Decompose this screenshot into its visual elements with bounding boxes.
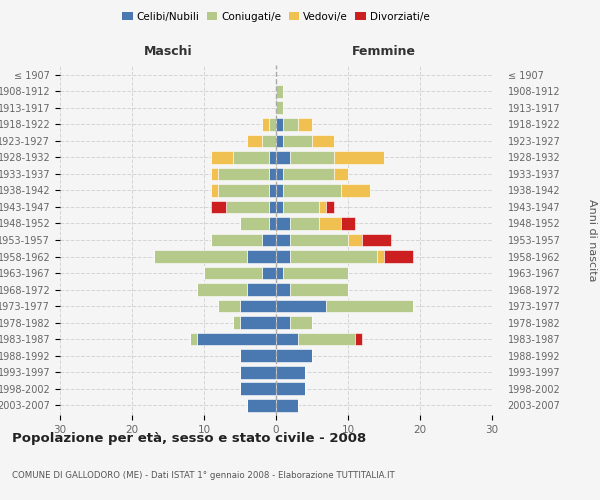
Text: COMUNE DI GALLODORO (ME) - Dati ISTAT 1° gennaio 2008 - Elaborazione TUTTITALIA.: COMUNE DI GALLODORO (ME) - Dati ISTAT 1°… [12, 471, 395, 480]
Bar [276, 266, 283, 280]
Bar [218, 300, 240, 312]
Bar [276, 184, 283, 197]
Bar [384, 250, 413, 263]
Bar [204, 266, 262, 280]
Bar [298, 118, 312, 131]
Bar [283, 134, 312, 147]
Bar [276, 134, 283, 147]
Bar [298, 332, 355, 345]
Bar [240, 382, 276, 395]
Bar [341, 184, 370, 197]
Bar [269, 168, 276, 180]
Bar [211, 200, 226, 213]
Bar [240, 366, 276, 378]
Bar [247, 398, 276, 411]
Bar [262, 134, 276, 147]
Bar [276, 168, 283, 180]
Bar [290, 250, 377, 263]
Bar [247, 283, 276, 296]
Bar [276, 316, 290, 329]
Bar [211, 234, 262, 246]
Bar [262, 118, 269, 131]
Bar [190, 332, 197, 345]
Bar [326, 200, 334, 213]
Bar [312, 134, 334, 147]
Bar [262, 234, 276, 246]
Bar [290, 151, 334, 164]
Bar [348, 234, 362, 246]
Bar [334, 151, 384, 164]
Bar [240, 217, 269, 230]
Bar [290, 283, 348, 296]
Bar [211, 168, 218, 180]
Bar [334, 168, 348, 180]
Bar [276, 217, 290, 230]
Bar [197, 283, 247, 296]
Bar [377, 250, 384, 263]
Legend: Celibi/Nubili, Coniugati/e, Vedovi/e, Divorziati/e: Celibi/Nubili, Coniugati/e, Vedovi/e, Di… [118, 8, 434, 26]
Bar [211, 151, 233, 164]
Bar [154, 250, 247, 263]
Bar [355, 332, 362, 345]
Bar [247, 134, 262, 147]
Bar [276, 85, 283, 98]
Bar [276, 200, 283, 213]
Text: Popolazione per età, sesso e stato civile - 2008: Popolazione per età, sesso e stato civil… [12, 432, 366, 445]
Bar [283, 184, 341, 197]
Bar [276, 102, 283, 114]
Bar [283, 266, 348, 280]
Bar [218, 184, 269, 197]
Bar [276, 349, 312, 362]
Bar [218, 168, 269, 180]
Bar [240, 300, 276, 312]
Bar [276, 118, 283, 131]
Text: Maschi: Maschi [143, 44, 193, 58]
Bar [276, 382, 305, 395]
Bar [269, 151, 276, 164]
Bar [276, 300, 326, 312]
Bar [269, 200, 276, 213]
Bar [233, 151, 269, 164]
Bar [211, 184, 218, 197]
Bar [233, 316, 240, 329]
Text: Anni di nascita: Anni di nascita [587, 198, 597, 281]
Bar [290, 217, 319, 230]
Bar [276, 332, 298, 345]
Bar [319, 217, 341, 230]
Text: Femmine: Femmine [352, 44, 416, 58]
Bar [269, 217, 276, 230]
Bar [362, 234, 391, 246]
Bar [326, 300, 413, 312]
Bar [262, 266, 276, 280]
Bar [197, 332, 276, 345]
Bar [240, 349, 276, 362]
Bar [290, 234, 348, 246]
Bar [319, 200, 326, 213]
Bar [247, 250, 276, 263]
Bar [283, 200, 319, 213]
Bar [269, 184, 276, 197]
Bar [283, 168, 334, 180]
Bar [276, 283, 290, 296]
Bar [269, 118, 276, 131]
Bar [276, 366, 305, 378]
Bar [276, 398, 298, 411]
Bar [276, 250, 290, 263]
Bar [341, 217, 355, 230]
Bar [283, 118, 298, 131]
Bar [290, 316, 312, 329]
Bar [240, 316, 276, 329]
Bar [276, 234, 290, 246]
Bar [276, 151, 290, 164]
Bar [226, 200, 269, 213]
